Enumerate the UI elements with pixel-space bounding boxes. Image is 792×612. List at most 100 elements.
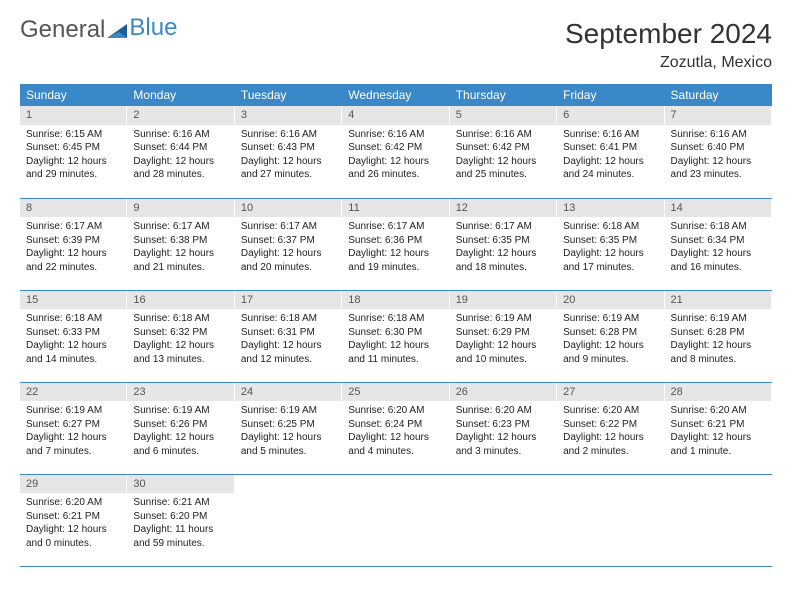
- calendar-day-cell: 8Sunrise: 6:17 AMSunset: 6:39 PMDaylight…: [20, 198, 127, 290]
- day-number: 24: [235, 383, 342, 402]
- day-detail: Sunrise: 6:18 AMSunset: 6:30 PMDaylight:…: [342, 309, 449, 370]
- day-number: 20: [557, 291, 664, 310]
- logo-triangle-icon: [105, 18, 129, 42]
- calendar-day-cell: [665, 474, 772, 566]
- calendar-day-cell: 14Sunrise: 6:18 AMSunset: 6:34 PMDayligh…: [665, 198, 772, 290]
- day-detail: Sunrise: 6:21 AMSunset: 6:20 PMDaylight:…: [127, 493, 234, 554]
- day-detail: Sunrise: 6:17 AMSunset: 6:39 PMDaylight:…: [20, 217, 127, 278]
- calendar-day-cell: 9Sunrise: 6:17 AMSunset: 6:38 PMDaylight…: [127, 198, 234, 290]
- day-number: 8: [20, 199, 127, 218]
- day-number: 18: [342, 291, 449, 310]
- day-number: 6: [557, 106, 664, 125]
- day-number: 15: [20, 291, 127, 310]
- day-number: 29: [20, 475, 127, 494]
- day-header: Sunday: [20, 84, 127, 106]
- day-number: 7: [665, 106, 772, 125]
- calendar-day-cell: 10Sunrise: 6:17 AMSunset: 6:37 PMDayligh…: [235, 198, 342, 290]
- day-number: 28: [665, 383, 772, 402]
- day-number: 16: [127, 291, 234, 310]
- calendar-day-cell: 5Sunrise: 6:16 AMSunset: 6:42 PMDaylight…: [450, 106, 557, 198]
- logo-text-blue: Blue: [129, 16, 177, 40]
- day-detail: Sunrise: 6:15 AMSunset: 6:45 PMDaylight:…: [20, 125, 127, 186]
- location: Zozutla, Mexico: [565, 54, 772, 72]
- day-number: 10: [235, 199, 342, 218]
- calendar-week-row: 8Sunrise: 6:17 AMSunset: 6:39 PMDaylight…: [20, 198, 772, 290]
- day-detail: Sunrise: 6:19 AMSunset: 6:25 PMDaylight:…: [235, 401, 342, 462]
- day-detail: Sunrise: 6:19 AMSunset: 6:26 PMDaylight:…: [127, 401, 234, 462]
- day-header: Friday: [557, 84, 664, 106]
- day-number: 27: [557, 383, 664, 402]
- day-number: 21: [665, 291, 772, 310]
- day-detail: Sunrise: 6:16 AMSunset: 6:44 PMDaylight:…: [127, 125, 234, 186]
- calendar-day-cell: 27Sunrise: 6:20 AMSunset: 6:22 PMDayligh…: [557, 382, 664, 474]
- calendar-body: 1Sunrise: 6:15 AMSunset: 6:45 PMDaylight…: [20, 106, 772, 566]
- day-number: 4: [342, 106, 449, 125]
- day-number: 9: [127, 199, 234, 218]
- calendar-week-row: 22Sunrise: 6:19 AMSunset: 6:27 PMDayligh…: [20, 382, 772, 474]
- day-detail: Sunrise: 6:18 AMSunset: 6:33 PMDaylight:…: [20, 309, 127, 370]
- day-header: Tuesday: [235, 84, 342, 106]
- calendar-day-cell: 29Sunrise: 6:20 AMSunset: 6:21 PMDayligh…: [20, 474, 127, 566]
- day-detail: Sunrise: 6:18 AMSunset: 6:34 PMDaylight:…: [665, 217, 772, 278]
- day-detail: Sunrise: 6:18 AMSunset: 6:31 PMDaylight:…: [235, 309, 342, 370]
- calendar-day-cell: 15Sunrise: 6:18 AMSunset: 6:33 PMDayligh…: [20, 290, 127, 382]
- day-detail: Sunrise: 6:20 AMSunset: 6:22 PMDaylight:…: [557, 401, 664, 462]
- calendar-day-cell: 11Sunrise: 6:17 AMSunset: 6:36 PMDayligh…: [342, 198, 449, 290]
- day-detail: Sunrise: 6:20 AMSunset: 6:21 PMDaylight:…: [20, 493, 127, 554]
- day-number: 5: [450, 106, 557, 125]
- day-number: 12: [450, 199, 557, 218]
- day-detail: Sunrise: 6:20 AMSunset: 6:21 PMDaylight:…: [665, 401, 772, 462]
- day-number: 26: [450, 383, 557, 402]
- calendar-day-cell: 23Sunrise: 6:19 AMSunset: 6:26 PMDayligh…: [127, 382, 234, 474]
- day-header: Monday: [127, 84, 234, 106]
- calendar-day-cell: 24Sunrise: 6:19 AMSunset: 6:25 PMDayligh…: [235, 382, 342, 474]
- day-header: Saturday: [665, 84, 772, 106]
- day-number: 17: [235, 291, 342, 310]
- day-detail: Sunrise: 6:18 AMSunset: 6:32 PMDaylight:…: [127, 309, 234, 370]
- calendar-day-cell: 4Sunrise: 6:16 AMSunset: 6:42 PMDaylight…: [342, 106, 449, 198]
- day-detail: Sunrise: 6:16 AMSunset: 6:42 PMDaylight:…: [342, 125, 449, 186]
- day-number: 23: [127, 383, 234, 402]
- month-title: September 2024: [565, 18, 772, 50]
- day-number: 22: [20, 383, 127, 402]
- calendar-day-cell: 6Sunrise: 6:16 AMSunset: 6:41 PMDaylight…: [557, 106, 664, 198]
- calendar-day-cell: 28Sunrise: 6:20 AMSunset: 6:21 PMDayligh…: [665, 382, 772, 474]
- day-detail: Sunrise: 6:16 AMSunset: 6:43 PMDaylight:…: [235, 125, 342, 186]
- day-header: Wednesday: [342, 84, 449, 106]
- day-number: 30: [127, 475, 234, 494]
- day-detail: Sunrise: 6:16 AMSunset: 6:40 PMDaylight:…: [665, 125, 772, 186]
- day-number: 2: [127, 106, 234, 125]
- day-detail: Sunrise: 6:17 AMSunset: 6:37 PMDaylight:…: [235, 217, 342, 278]
- calendar-day-cell: 7Sunrise: 6:16 AMSunset: 6:40 PMDaylight…: [665, 106, 772, 198]
- day-detail: Sunrise: 6:19 AMSunset: 6:28 PMDaylight:…: [557, 309, 664, 370]
- calendar-day-cell: 21Sunrise: 6:19 AMSunset: 6:28 PMDayligh…: [665, 290, 772, 382]
- day-detail: Sunrise: 6:17 AMSunset: 6:38 PMDaylight:…: [127, 217, 234, 278]
- calendar-day-cell: 12Sunrise: 6:17 AMSunset: 6:35 PMDayligh…: [450, 198, 557, 290]
- day-detail: Sunrise: 6:17 AMSunset: 6:36 PMDaylight:…: [342, 217, 449, 278]
- calendar-day-cell: 17Sunrise: 6:18 AMSunset: 6:31 PMDayligh…: [235, 290, 342, 382]
- logo-text-gray: General: [20, 18, 105, 42]
- day-number: 1: [20, 106, 127, 125]
- calendar-day-cell: 20Sunrise: 6:19 AMSunset: 6:28 PMDayligh…: [557, 290, 664, 382]
- day-number: 25: [342, 383, 449, 402]
- calendar-day-cell: [342, 474, 449, 566]
- day-number: 13: [557, 199, 664, 218]
- day-detail: Sunrise: 6:19 AMSunset: 6:28 PMDaylight:…: [665, 309, 772, 370]
- day-detail: Sunrise: 6:19 AMSunset: 6:27 PMDaylight:…: [20, 401, 127, 462]
- calendar-day-cell: [235, 474, 342, 566]
- calendar-day-cell: 18Sunrise: 6:18 AMSunset: 6:30 PMDayligh…: [342, 290, 449, 382]
- calendar-day-cell: 30Sunrise: 6:21 AMSunset: 6:20 PMDayligh…: [127, 474, 234, 566]
- calendar-day-cell: 26Sunrise: 6:20 AMSunset: 6:23 PMDayligh…: [450, 382, 557, 474]
- day-detail: Sunrise: 6:16 AMSunset: 6:41 PMDaylight:…: [557, 125, 664, 186]
- calendar-thead: SundayMondayTuesdayWednesdayThursdayFrid…: [20, 84, 772, 106]
- calendar-week-row: 1Sunrise: 6:15 AMSunset: 6:45 PMDaylight…: [20, 106, 772, 198]
- day-number: 3: [235, 106, 342, 125]
- calendar-day-cell: 16Sunrise: 6:18 AMSunset: 6:32 PMDayligh…: [127, 290, 234, 382]
- day-detail: Sunrise: 6:18 AMSunset: 6:35 PMDaylight:…: [557, 217, 664, 278]
- day-detail: Sunrise: 6:19 AMSunset: 6:29 PMDaylight:…: [450, 309, 557, 370]
- calendar-day-cell: 19Sunrise: 6:19 AMSunset: 6:29 PMDayligh…: [450, 290, 557, 382]
- calendar-week-row: 15Sunrise: 6:18 AMSunset: 6:33 PMDayligh…: [20, 290, 772, 382]
- day-number: 19: [450, 291, 557, 310]
- title-block: September 2024 Zozutla, Mexico: [565, 18, 772, 72]
- day-header: Thursday: [450, 84, 557, 106]
